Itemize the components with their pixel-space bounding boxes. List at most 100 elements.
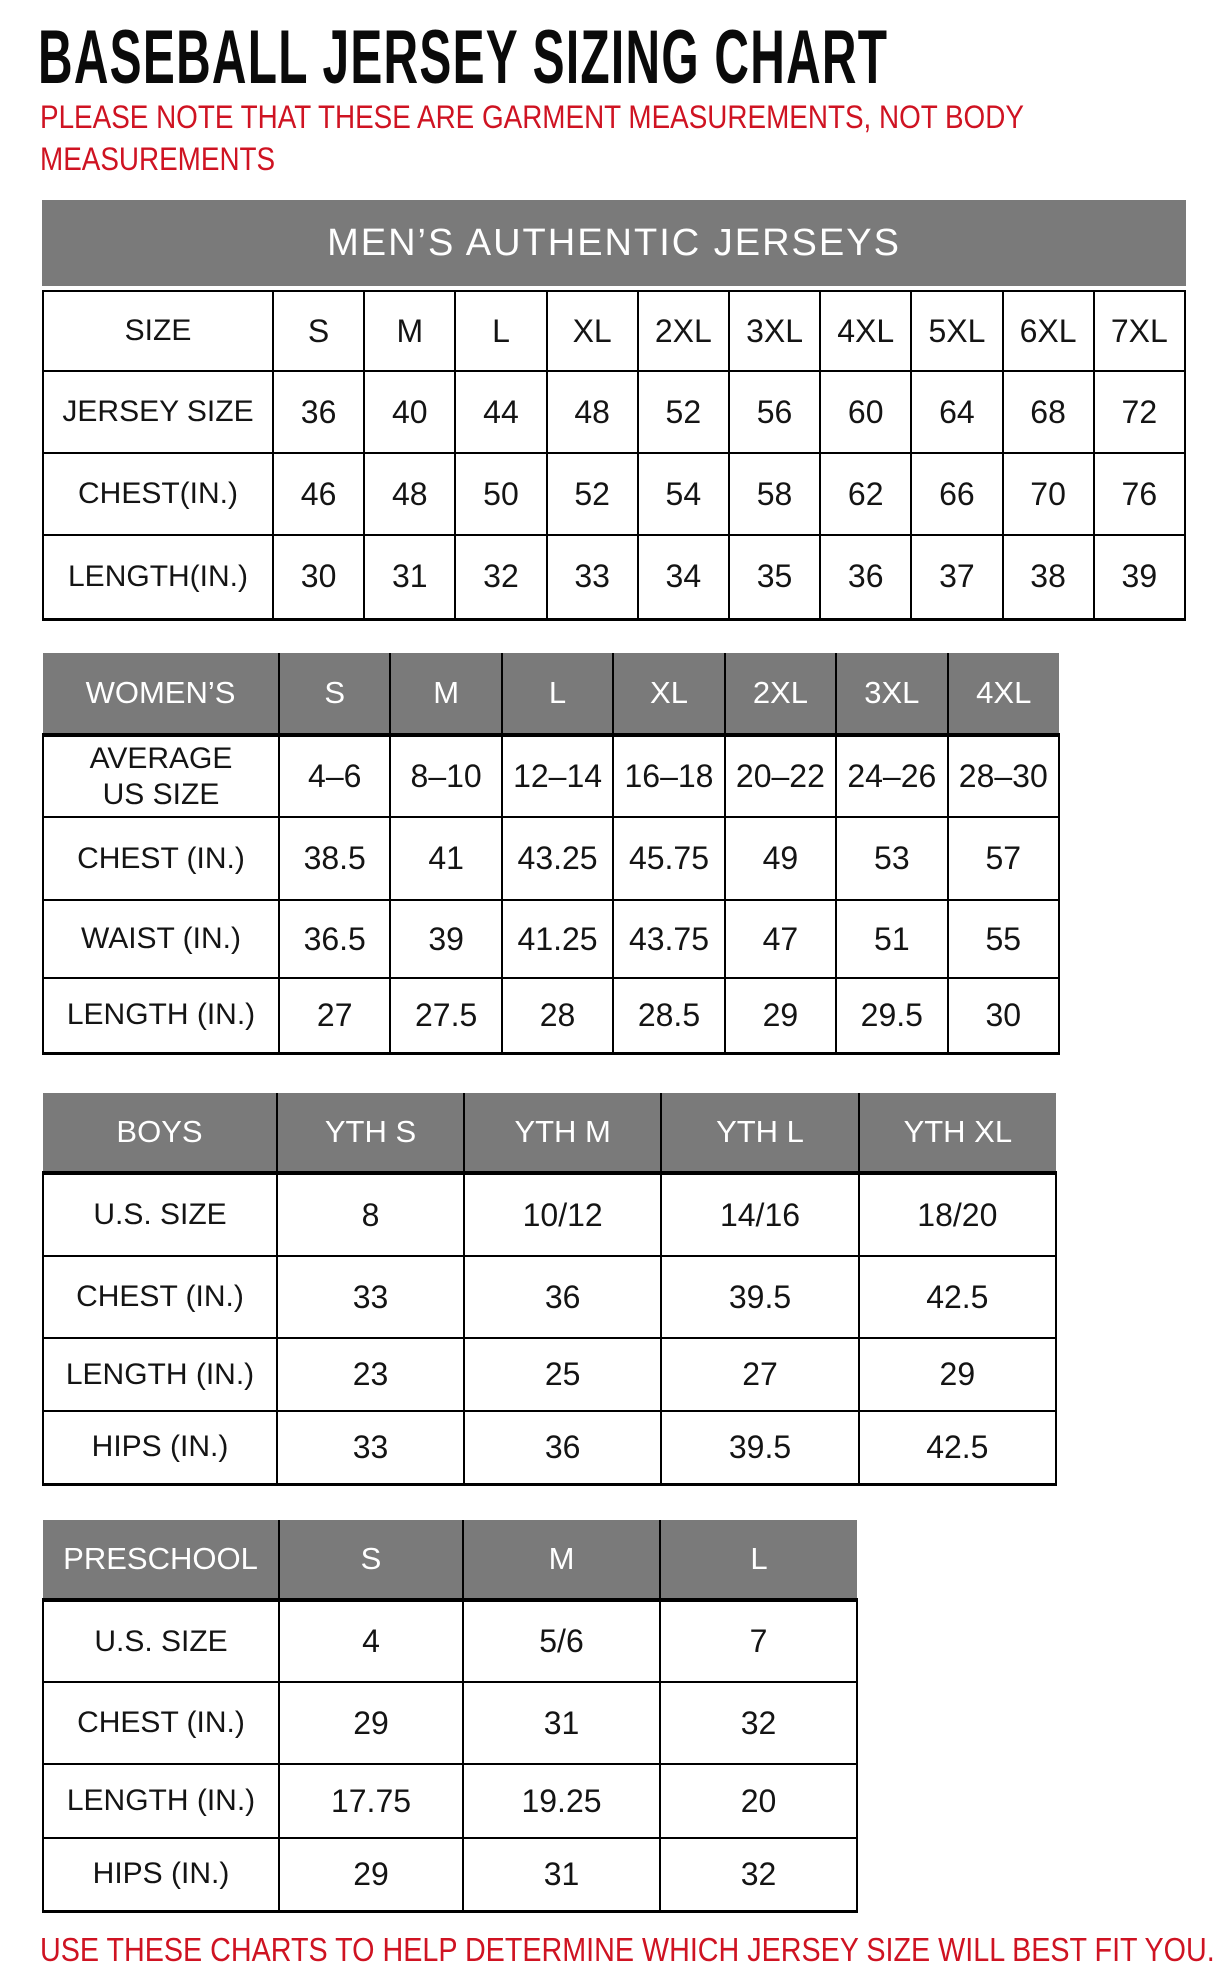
size-cell: 28: [500, 977, 615, 1055]
size-cell: 20–22: [723, 734, 838, 818]
garment-note-line1: PLEASE NOTE THAT THESE ARE GARMENT MEASU…: [40, 99, 1024, 135]
size-cell: 52: [636, 370, 730, 454]
row-label: HIPS (IN.): [42, 1410, 278, 1486]
size-cell: 45.75: [612, 816, 726, 901]
size-cell: 64: [910, 370, 1004, 454]
size-cell: 33: [545, 534, 639, 621]
size-cell: 4XL: [819, 290, 913, 372]
size-cell: 62: [819, 452, 913, 536]
womens-sizing-table: WOMEN’S S M L XL 2XL 3XL 4XL AVERAGE US …: [42, 653, 1061, 1055]
size-cell: 32: [454, 534, 548, 621]
size-column-header: YTH XL: [857, 1093, 1056, 1175]
size-cell: 7XL: [1092, 290, 1187, 372]
size-cell: 76: [1092, 452, 1187, 536]
preschool-sizing-table: PRESCHOOL S M L U.S. SIZE 4 5/6 7 CHEST …: [42, 1520, 858, 1913]
table-row: CHEST (IN.) 33 36 39.5 42.5: [42, 1255, 1058, 1339]
size-cell: 34: [636, 534, 730, 621]
size-cell: 4: [278, 1599, 464, 1683]
table-row: LENGTH (IN.) 27 27.5 28 28.5 29 29.5 30: [42, 977, 1061, 1055]
size-cell: 44: [454, 370, 548, 454]
size-cell: 36: [462, 1410, 663, 1486]
size-cell: 66: [910, 452, 1004, 536]
row-label: SIZE: [42, 290, 274, 372]
size-cell: 53: [835, 816, 949, 901]
size-cell: 25: [462, 1337, 663, 1412]
table-row: LENGTH (IN.) 17.75 19.25 20: [42, 1763, 858, 1839]
size-cell: 58: [727, 452, 822, 536]
size-cell: 56: [727, 370, 822, 454]
size-cell: 33: [276, 1255, 465, 1339]
size-cell: 10/12: [462, 1172, 663, 1257]
size-cell: 38: [1001, 534, 1095, 621]
garment-measurements-note: PLEASE NOTE THAT THESE ARE GARMENT MEASU…: [40, 96, 1024, 180]
size-column-header: S: [278, 1520, 464, 1602]
size-cell: 68: [1001, 370, 1095, 454]
size-cell: 42.5: [857, 1410, 1058, 1486]
table-row: WAIST (IN.) 36.5 39 41.25 43.75 47 51 55: [42, 899, 1061, 979]
table-row: CHEST (IN.) 38.5 41 43.25 45.75 49 53 57: [42, 816, 1061, 901]
table-row: CHEST (IN.) 29 31 32: [42, 1681, 858, 1765]
size-cell: 39: [389, 899, 503, 979]
size-cell: 31: [363, 534, 457, 621]
row-label: LENGTH (IN.): [42, 1337, 278, 1412]
size-cell: 6XL: [1001, 290, 1095, 372]
table-row: HIPS (IN.) 33 36 39.5 42.5: [42, 1410, 1058, 1486]
table-header-row: PRESCHOOL S M L: [43, 1520, 857, 1602]
size-cell: 5XL: [910, 290, 1004, 372]
size-cell: 27: [660, 1337, 860, 1412]
table-title-cell: PRESCHOOL: [43, 1520, 280, 1602]
garment-note-line2: MEASUREMENTS: [40, 141, 276, 177]
size-cell: 38.5: [277, 816, 392, 901]
size-column-header: 3XL: [835, 653, 949, 737]
row-label: CHEST (IN.): [42, 816, 280, 901]
size-column-header: XL: [612, 653, 726, 737]
table-header-row: WOMEN’S S M L XL 2XL 3XL 4XL: [43, 653, 1059, 737]
size-cell: 48: [363, 452, 457, 536]
row-label: JERSEY SIZE: [42, 370, 274, 454]
table-row: LENGTH (IN.) 23 25 27 29: [42, 1337, 1058, 1412]
page-title: BASEBALL JERSEY SIZING CHART: [38, 15, 889, 100]
size-cell: L: [454, 290, 548, 372]
row-label: CHEST(IN.): [42, 452, 274, 536]
size-cell: 20: [659, 1763, 858, 1839]
row-label: U.S. SIZE: [42, 1599, 280, 1683]
table-row: HIPS (IN.) 29 31 32: [42, 1837, 858, 1913]
size-column-header: L: [659, 1520, 857, 1602]
size-cell: XL: [545, 290, 639, 372]
size-cell: 40: [363, 370, 457, 454]
size-cell: 2XL: [636, 290, 730, 372]
row-label: HIPS (IN.): [42, 1837, 280, 1913]
size-cell: 49: [723, 816, 838, 901]
size-cell: 32: [659, 1837, 858, 1913]
size-column-header: M: [389, 653, 503, 737]
table-title-cell: BOYS: [43, 1093, 278, 1175]
table-row: LENGTH(IN.) 30 31 32 33 34 35 36 37 38 3…: [42, 534, 1187, 621]
size-cell: 4–6: [277, 734, 392, 818]
size-cell: 51: [835, 899, 949, 979]
size-column-header: 4XL: [946, 653, 1059, 737]
mens-sizing-table: SIZE S M L XL 2XL 3XL 4XL 5XL 6XL 7XL JE…: [42, 290, 1187, 621]
table-row: CHEST(IN.) 46 48 50 52 54 58 62 66 70 76: [42, 452, 1187, 536]
size-column-header: YTH L: [660, 1093, 860, 1175]
size-cell: 30: [946, 977, 1061, 1055]
table-row: JERSEY SIZE 36 40 44 48 52 56 60 64 68 7…: [42, 370, 1187, 454]
size-column-header: YTH S: [276, 1093, 465, 1175]
size-cell: 60: [819, 370, 913, 454]
size-cell: 36: [271, 370, 366, 454]
size-column-header: L: [500, 653, 615, 737]
size-cell: 36: [819, 534, 913, 621]
size-cell: S: [271, 290, 366, 372]
size-cell: 16–18: [612, 734, 726, 818]
row-label: CHEST (IN.): [42, 1681, 280, 1765]
size-cell: 39.5: [660, 1255, 860, 1339]
size-cell: M: [363, 290, 457, 372]
size-cell: 8–10: [389, 734, 503, 818]
row-label: LENGTH(IN.): [42, 534, 274, 621]
size-cell: 55: [946, 899, 1061, 979]
size-cell: 23: [276, 1337, 465, 1412]
table-title-cell: WOMEN’S: [43, 653, 280, 737]
size-cell: 37: [910, 534, 1004, 621]
table-row: AVERAGE US SIZE 4–6 8–10 12–14 16–18 20–…: [42, 734, 1061, 818]
size-column-header: M: [462, 1520, 661, 1602]
